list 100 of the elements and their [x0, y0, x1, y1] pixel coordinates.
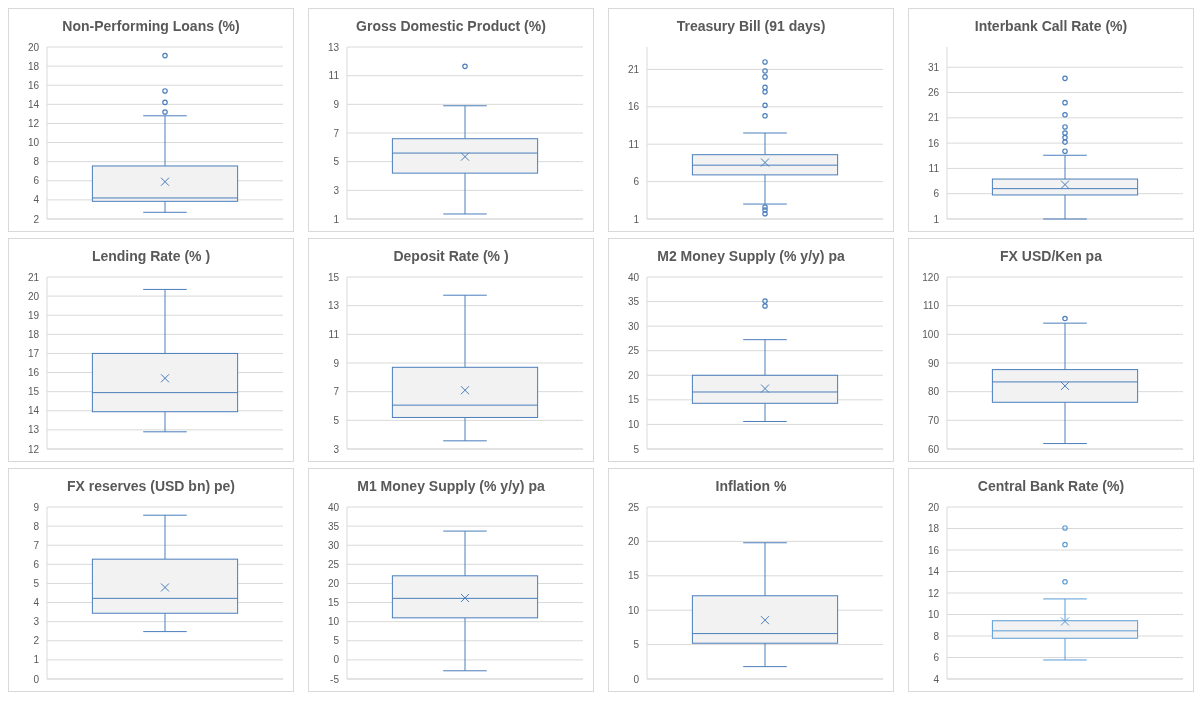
y-tick-label: 15 [627, 570, 640, 582]
y-tick-label: 14 [27, 405, 40, 417]
y-tick-label: 15 [627, 394, 640, 406]
y-tick-label: 9 [333, 357, 340, 369]
y-tick-label: 16 [627, 101, 640, 113]
y-tick-label: 90 [927, 357, 940, 369]
y-tick-label: 18 [27, 60, 40, 72]
y-tick-label: 5 [633, 639, 640, 651]
y-tick-label: 15 [327, 271, 340, 283]
y-tick-label: 2 [33, 213, 40, 225]
y-tick-label: 1 [933, 213, 940, 225]
y-tick-label: 5 [333, 635, 340, 647]
y-tick-label: 25 [327, 558, 340, 570]
y-tick-label: 16 [927, 544, 940, 556]
y-tick-label: 3 [33, 616, 40, 628]
y-tick-label: 11 [628, 138, 640, 150]
y-tick-label: 0 [33, 673, 40, 685]
chart-title: Treasury Bill (91 days) [676, 18, 826, 34]
chart-title: Interbank Call Rate (%) [974, 18, 1128, 34]
y-tick-label: 110 [923, 300, 940, 312]
y-tick-label: 20 [327, 577, 340, 589]
y-tick-label: 7 [33, 539, 40, 551]
y-tick-label: 10 [27, 137, 40, 149]
chart-title: M2 Money Supply (% y/y) pa [657, 248, 845, 264]
y-tick-label: 16 [27, 79, 40, 91]
y-tick-label: 15 [27, 386, 40, 398]
y-tick-label: 4 [33, 194, 40, 206]
y-tick-label: 30 [327, 539, 340, 551]
y-tick-label: 35 [327, 520, 340, 532]
chart-title: Non-Performing Loans (%) [62, 18, 240, 34]
y-tick-label: 6 [33, 175, 40, 187]
y-tick-label: 30 [627, 320, 640, 332]
y-tick-label: 35 [627, 296, 640, 308]
y-tick-label: 16 [927, 137, 940, 149]
y-tick-label: 9 [33, 501, 40, 513]
y-tick-label: 12 [27, 117, 40, 129]
y-tick-label: 60 [927, 443, 940, 455]
y-tick-label: 17 [27, 347, 40, 359]
y-tick-label: 25 [627, 345, 640, 357]
y-tick-label: 10 [627, 604, 640, 616]
y-tick-label: 11 [328, 328, 340, 340]
y-tick-label: 12 [27, 443, 40, 455]
y-tick-label: 0 [333, 654, 340, 666]
y-tick-label: 13 [327, 41, 340, 53]
y-tick-label: 100 [922, 328, 940, 340]
y-tick-label: 4 [33, 597, 40, 609]
y-tick-label: 20 [627, 535, 640, 547]
y-tick-label: 26 [927, 87, 940, 99]
y-tick-label: 14 [927, 566, 940, 577]
y-tick-label: 9 [333, 98, 340, 110]
y-tick-label: 14 [27, 98, 40, 110]
y-tick-label: 5 [333, 156, 340, 168]
y-tick-label: 10 [327, 616, 340, 628]
chart-title: Inflation % [715, 478, 787, 494]
y-tick-label: 3 [333, 184, 340, 196]
y-tick-label: 11 [328, 70, 340, 82]
chart-title: Central Bank Rate (%) [977, 478, 1125, 494]
y-tick-label: 6 [933, 188, 940, 200]
y-tick-label: 1 [633, 213, 640, 225]
y-tick-label: 10 [627, 418, 640, 430]
y-tick-label: 5 [33, 577, 40, 589]
y-tick-label: 12 [927, 587, 940, 599]
y-tick-label: 18 [27, 328, 40, 340]
chart-title: Lending Rate (% ) [91, 248, 211, 264]
y-tick-label: 20 [927, 501, 940, 513]
y-tick-label: 19 [27, 309, 40, 321]
y-tick-label: 5 [633, 443, 640, 455]
y-tick-label: 6 [933, 652, 940, 663]
y-tick-label: 7 [333, 386, 340, 398]
y-tick-label: 120 [922, 271, 940, 283]
y-tick-label: 2 [33, 635, 40, 647]
y-tick-label: 18 [927, 523, 940, 534]
y-tick-label: 21 [927, 112, 940, 124]
y-tick-label: 40 [327, 501, 340, 513]
y-tick-label: 6 [633, 176, 640, 188]
chart-title: M1 Money Supply (% y/y) pa [357, 478, 545, 494]
y-tick-label: 80 [927, 386, 940, 398]
y-tick-label: 21 [27, 271, 40, 283]
y-tick-label: 8 [33, 520, 40, 532]
y-tick-label: 21 [627, 63, 640, 75]
y-tick-label: 8 [933, 630, 940, 642]
chart-title: Gross Domestic Product (%) [356, 18, 546, 34]
y-tick-label: 5 [333, 414, 340, 426]
y-tick-label: 4 [933, 673, 940, 685]
chart-title: FX USD/Ken pa [1000, 248, 1103, 264]
chart-title: Deposit Rate (% ) [393, 248, 509, 264]
y-tick-label: 8 [33, 156, 40, 168]
y-tick-label: 20 [627, 369, 640, 381]
y-tick-label: 7 [333, 127, 340, 139]
y-tick-label: 25 [627, 501, 640, 513]
y-tick-label: -5 [330, 673, 340, 685]
y-tick-label: 15 [327, 597, 340, 609]
y-tick-label: 13 [27, 424, 40, 436]
y-tick-label: 10 [927, 609, 940, 620]
y-tick-label: 0 [633, 673, 640, 685]
y-tick-label: 20 [27, 290, 40, 302]
y-tick-label: 1 [333, 213, 340, 225]
y-tick-label: 13 [327, 300, 340, 312]
y-tick-label: 1 [33, 654, 40, 666]
y-tick-label: 3 [333, 443, 340, 455]
